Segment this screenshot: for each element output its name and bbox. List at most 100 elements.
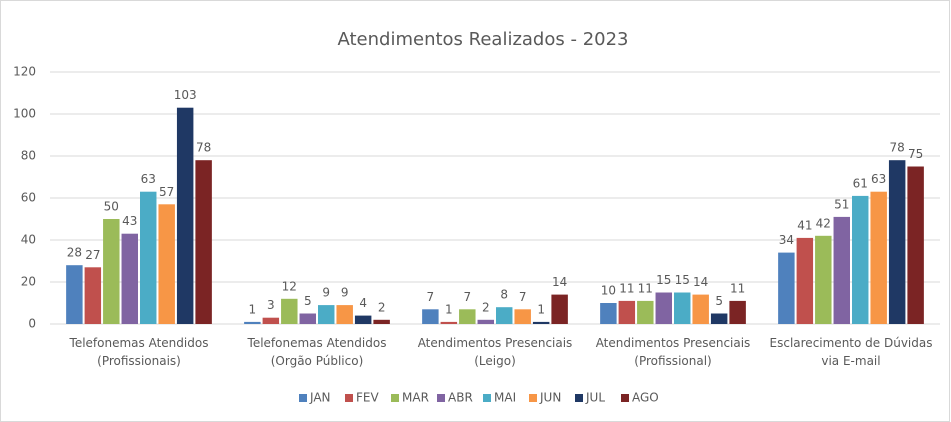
x-tick-label: Telefonemas Atendidos (Profissionais) xyxy=(69,336,209,368)
legend-label: MAR xyxy=(402,391,429,405)
bar xyxy=(532,321,550,324)
x-tick-label: Telefonemas Atendidos (Orgão Público) xyxy=(247,336,387,368)
bar xyxy=(870,191,887,324)
bar xyxy=(195,160,212,324)
data-label: 7 xyxy=(427,290,435,304)
data-label: 9 xyxy=(322,286,330,300)
legend-swatch xyxy=(483,394,491,402)
data-label: 28 xyxy=(67,246,82,260)
data-label: 12 xyxy=(282,279,297,293)
bar xyxy=(514,309,531,324)
y-tick-label: 120 xyxy=(13,65,36,79)
data-label: 15 xyxy=(675,273,690,287)
bar xyxy=(121,233,138,324)
data-label: 103 xyxy=(174,88,197,102)
bar xyxy=(551,294,568,324)
legend-label: AGO xyxy=(632,391,659,405)
legend-label: MAI xyxy=(494,391,516,405)
data-label: 7 xyxy=(519,290,527,304)
bar xyxy=(833,216,850,324)
data-label: 61 xyxy=(853,176,868,190)
data-label: 63 xyxy=(141,172,156,186)
x-tick-label: Atendimentos Presenciais (Profissional) xyxy=(595,336,751,368)
bar xyxy=(373,319,390,324)
data-label: 78 xyxy=(196,141,211,155)
data-label: 15 xyxy=(656,273,671,287)
y-tick-label: 80 xyxy=(21,149,36,163)
bar xyxy=(459,309,476,324)
bar xyxy=(637,300,654,324)
bar xyxy=(618,300,636,324)
legend-label: ABR xyxy=(448,391,473,405)
data-label: 14 xyxy=(552,275,567,289)
legend-label: JAN xyxy=(309,391,331,405)
data-label: 78 xyxy=(890,141,905,155)
legend-swatch xyxy=(437,394,445,402)
data-label: 75 xyxy=(908,147,923,161)
data-label: 42 xyxy=(816,216,831,230)
data-label: 43 xyxy=(122,214,137,228)
data-label: 34 xyxy=(779,233,794,247)
bar xyxy=(354,315,372,324)
bar xyxy=(262,317,280,324)
data-label: 63 xyxy=(871,172,886,186)
bar xyxy=(815,235,832,324)
legend-label: JUN xyxy=(539,391,561,405)
legend-label: FEV xyxy=(356,391,379,405)
data-label: 4 xyxy=(359,296,367,310)
bar xyxy=(496,307,513,324)
data-label: 11 xyxy=(638,281,653,295)
bar xyxy=(176,107,194,324)
data-label: 1 xyxy=(445,302,453,316)
y-tick-label: 40 xyxy=(21,233,36,247)
legend-swatch xyxy=(529,394,537,402)
bar xyxy=(318,305,335,324)
data-label: 7 xyxy=(463,290,471,304)
x-tick-label: Atendimentos Presenciais (Leigo) xyxy=(417,336,573,368)
data-label: 1 xyxy=(249,302,257,316)
bar xyxy=(477,319,494,324)
legend-label: JUL xyxy=(585,391,605,405)
bar xyxy=(907,166,924,324)
bar xyxy=(600,303,617,324)
bar xyxy=(674,292,691,324)
data-label: 50 xyxy=(104,200,119,214)
bar xyxy=(422,309,439,324)
data-label: 11 xyxy=(730,281,745,295)
data-label: 2 xyxy=(378,300,386,314)
y-tick-label: 60 xyxy=(21,191,36,205)
bar xyxy=(710,313,728,324)
data-label: 5 xyxy=(304,294,312,308)
data-label: 8 xyxy=(500,288,508,302)
data-label: 10 xyxy=(601,284,616,298)
bar xyxy=(778,252,795,324)
data-label: 14 xyxy=(693,275,708,289)
data-label: 2 xyxy=(482,300,490,314)
legend-swatch xyxy=(391,394,399,402)
data-label: 3 xyxy=(267,298,275,312)
data-label: 57 xyxy=(159,185,174,199)
bar xyxy=(244,321,261,324)
bar xyxy=(692,294,709,324)
data-label: 51 xyxy=(834,197,849,211)
legend-swatch xyxy=(621,394,629,402)
bar xyxy=(84,267,102,324)
legend-swatch xyxy=(345,394,353,402)
bar xyxy=(281,298,298,324)
bar xyxy=(852,195,869,324)
bar xyxy=(796,237,814,324)
bar xyxy=(336,305,353,324)
chart-title: Atendimentos Realizados - 2023 xyxy=(338,29,629,50)
bar xyxy=(440,321,458,324)
y-tick-label: 100 xyxy=(13,107,36,121)
bar xyxy=(103,219,120,324)
bar xyxy=(140,191,157,324)
legend-swatch xyxy=(575,394,583,402)
data-label: 27 xyxy=(85,248,100,262)
data-label: 9 xyxy=(341,286,349,300)
data-label: 41 xyxy=(797,218,812,232)
data-label: 11 xyxy=(619,281,634,295)
bar xyxy=(655,292,672,324)
